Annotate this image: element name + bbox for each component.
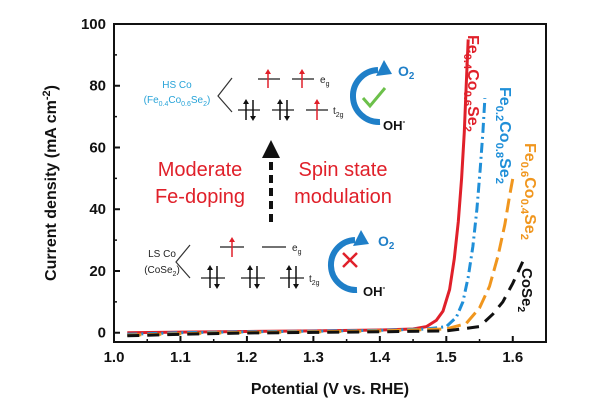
electron-down-arrow	[293, 266, 299, 289]
electron-up-arrow	[207, 265, 213, 288]
svg-text:eg: eg	[320, 75, 330, 88]
moderate-fe-doping-text: Moderate	[158, 159, 243, 181]
series-label: Fe0.2Co0.8Se2	[493, 87, 513, 184]
cross-icon	[342, 252, 358, 268]
y-tick-label: 100	[81, 16, 106, 33]
x-tick-label: 1.0	[104, 349, 125, 366]
ls-co-formula: (CoSe2)	[144, 265, 180, 278]
moderate-fe-doping-text: Fe-doping	[155, 186, 245, 208]
check-icon	[361, 87, 387, 109]
hs-bracket	[217, 77, 233, 113]
oh-label-ls: OH-	[363, 282, 386, 299]
plot-frame	[113, 23, 547, 343]
svg-text:eg: eg	[292, 243, 302, 256]
electron-down-arrow	[250, 100, 256, 121]
reaction-arrow	[328, 237, 358, 294]
electron-up-arrow	[277, 99, 283, 120]
y-tick-label: 0	[98, 325, 106, 342]
series-lines	[127, 39, 525, 338]
o2-label-ls: O2	[378, 233, 395, 252]
hs-co-formula: (Fe0.4Co0.6Se2)	[144, 95, 211, 108]
series-line	[127, 178, 515, 337]
spin-state-modulation-text: modulation	[294, 186, 392, 208]
y-axis-label-group: Current density (mA cm-2)	[41, 85, 60, 281]
electron-down-arrow	[284, 100, 290, 121]
spin-state-modulation-text: Spin state	[299, 159, 388, 181]
y-tick-label: 80	[89, 78, 106, 95]
series-label: Fe0.6Co0.4Se2	[518, 143, 538, 240]
o2-label-hs: O2	[398, 63, 415, 82]
x-tick-label: 1.2	[236, 349, 257, 366]
svg-text:t2g: t2g	[309, 274, 320, 287]
x-tick-label: 1.1	[170, 349, 191, 366]
series-line	[127, 261, 525, 338]
ls-co-label: LS Co	[148, 249, 176, 260]
ls-bracket	[175, 244, 191, 279]
oh-label-hs: OH-	[383, 116, 406, 133]
y-axis-label: Current density (mA cm-2)	[41, 85, 60, 281]
svg-text:CoSe2: CoSe2	[515, 268, 535, 312]
series-label: CoSe2	[515, 268, 535, 312]
electron-down-arrow	[254, 266, 260, 289]
x-tick-label: 1.6	[502, 349, 523, 366]
electron-up-arrow	[314, 99, 320, 120]
electron-up-arrow	[243, 99, 249, 120]
electron-up-arrow	[265, 69, 271, 88]
x-tick-label: 1.4	[369, 349, 391, 366]
x-tick-label: 1.3	[303, 349, 324, 366]
x-tick-label: 1.5	[436, 349, 457, 366]
electron-up-arrow	[299, 69, 305, 88]
reaction-arrowhead	[376, 60, 392, 76]
reaction-arrow	[350, 67, 381, 126]
y-tick-label: 20	[89, 263, 106, 280]
svg-text:Fe0.4Co0.6Se2: Fe0.4Co0.6Se2	[461, 35, 481, 132]
svg-text:Fe0.2Co0.8Se2: Fe0.2Co0.8Se2	[493, 87, 513, 184]
electron-up-arrow	[229, 237, 235, 257]
y-tick-label: 60	[89, 139, 106, 156]
series-label: Fe0.4Co0.6Se2	[461, 35, 481, 132]
y-tick-label: 40	[89, 201, 106, 218]
series-line	[127, 98, 487, 336]
electron-down-arrow	[214, 266, 220, 289]
electron-up-arrow	[247, 265, 253, 288]
electron-up-arrow	[286, 265, 292, 288]
hs-co-label: HS Co	[162, 80, 192, 91]
transition-arrowhead	[262, 140, 280, 158]
schematic: HS Co (Fe0.4Co0.6Se2) eg t2g O2 OH- LS Co (CoSe…	[144, 60, 415, 299]
svg-text:t2g: t2g	[333, 106, 344, 119]
x-axis-label: Potential (V vs. RHE)	[251, 381, 409, 398]
reaction-arrowhead	[353, 230, 369, 246]
svg-text:Fe0.6Co0.4Se2: Fe0.6Co0.4Se2	[518, 143, 538, 240]
axis-ticks: 1.0 1.1 1.2 1.3 1.4 1.5 1.6 0 20 40 60 80 100	[81, 16, 523, 366]
